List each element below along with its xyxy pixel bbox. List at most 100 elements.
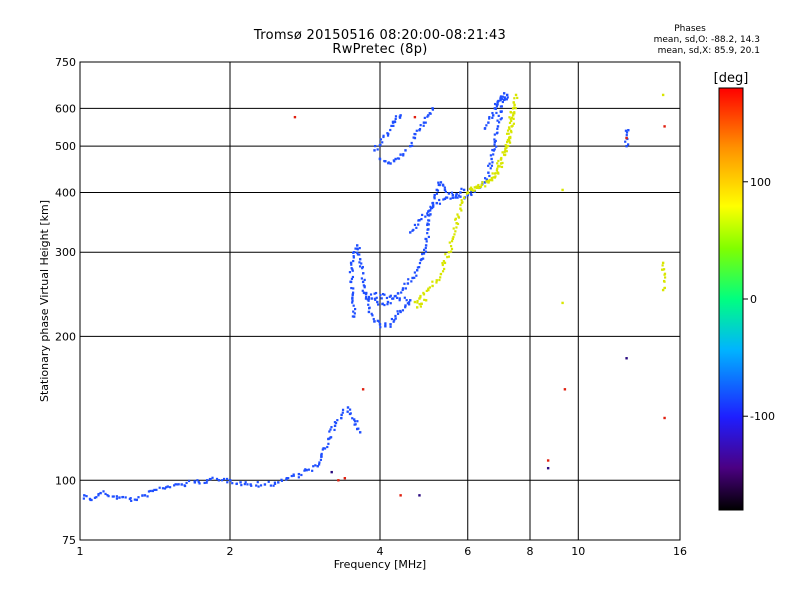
data-point [380,297,383,300]
data-point [419,294,422,298]
data-point [290,474,293,478]
data-point [352,418,356,421]
x-axis-label: Frequency [MHz] [334,558,426,571]
data-point [393,120,396,123]
data-point [457,194,460,197]
data-point [376,319,379,322]
data-point [354,307,357,311]
data-point [402,153,405,156]
data-point [460,199,463,202]
data-point [432,204,435,207]
data-point [355,247,359,250]
data-point [501,151,504,154]
data-point [222,477,226,481]
data-point [508,141,512,144]
data-point [102,490,105,493]
data-point [504,149,507,152]
data-point [406,282,410,285]
data-point [370,297,373,300]
data-point [497,121,501,124]
data-point [663,286,667,290]
data-point [367,303,370,306]
data-point [503,150,506,153]
data-point [272,484,275,487]
x-tick-label: 8 [527,545,534,558]
data-point [413,271,416,274]
data-point [516,96,519,100]
data-point [488,162,491,165]
data-point [404,306,407,309]
data-point [493,138,496,141]
data-point [483,181,487,184]
data-point [263,483,267,486]
data-point [358,247,361,250]
data-point [496,125,500,128]
data-point [448,241,451,244]
data-point [352,287,355,290]
data-point [389,302,392,305]
data-point [499,105,503,108]
data-point [507,132,510,135]
data-point [256,481,259,484]
data-point [498,165,501,168]
data-point [374,291,378,295]
data-point [163,487,167,490]
data-point [173,484,176,487]
data-point [503,96,506,99]
data-point [497,159,500,163]
x-tick-label: 2 [227,545,234,558]
chart-subtitle: RwPretec (8p) [332,42,428,57]
data-point [406,302,409,305]
data-point [426,115,429,118]
data-point [431,107,434,110]
data-point [420,218,423,221]
data-point [495,132,499,135]
data-point [415,129,418,132]
data-point [505,93,509,97]
data-point [661,264,664,267]
data-point [468,187,472,190]
data-point [495,169,498,172]
data-point [378,144,381,147]
data-point [511,124,514,127]
data-point [374,298,377,301]
data-point [509,135,512,139]
data-point [488,178,491,182]
data-point [361,265,364,269]
data-point [386,134,390,137]
data-point [135,498,138,502]
data-point [423,298,426,301]
data-point [511,114,515,117]
data-point [333,428,336,432]
data-point [496,127,499,130]
data-point [410,141,413,145]
data-point [485,178,488,181]
data-point [418,297,421,300]
data-point [146,495,149,498]
data-point [409,144,412,148]
data-point [319,458,323,461]
data-point [431,284,434,288]
data-point [418,494,421,497]
data-point [459,207,462,210]
data-point [349,412,352,415]
data-point [501,161,504,165]
data-point [409,299,412,302]
data-point [267,480,270,483]
y-tick-label: 500 [55,140,76,153]
data-point [257,485,260,488]
data-point [418,266,421,269]
data-point [412,228,415,232]
data-point [389,162,392,165]
data-point [480,183,483,187]
data-point [303,469,306,472]
data-point [510,116,514,119]
data-point [379,294,382,297]
data-point [293,115,297,119]
data-point [394,317,397,320]
data-point [321,448,324,451]
data-point [501,100,504,104]
data-point [507,126,511,129]
data-point [506,129,510,132]
data-point [437,183,441,187]
